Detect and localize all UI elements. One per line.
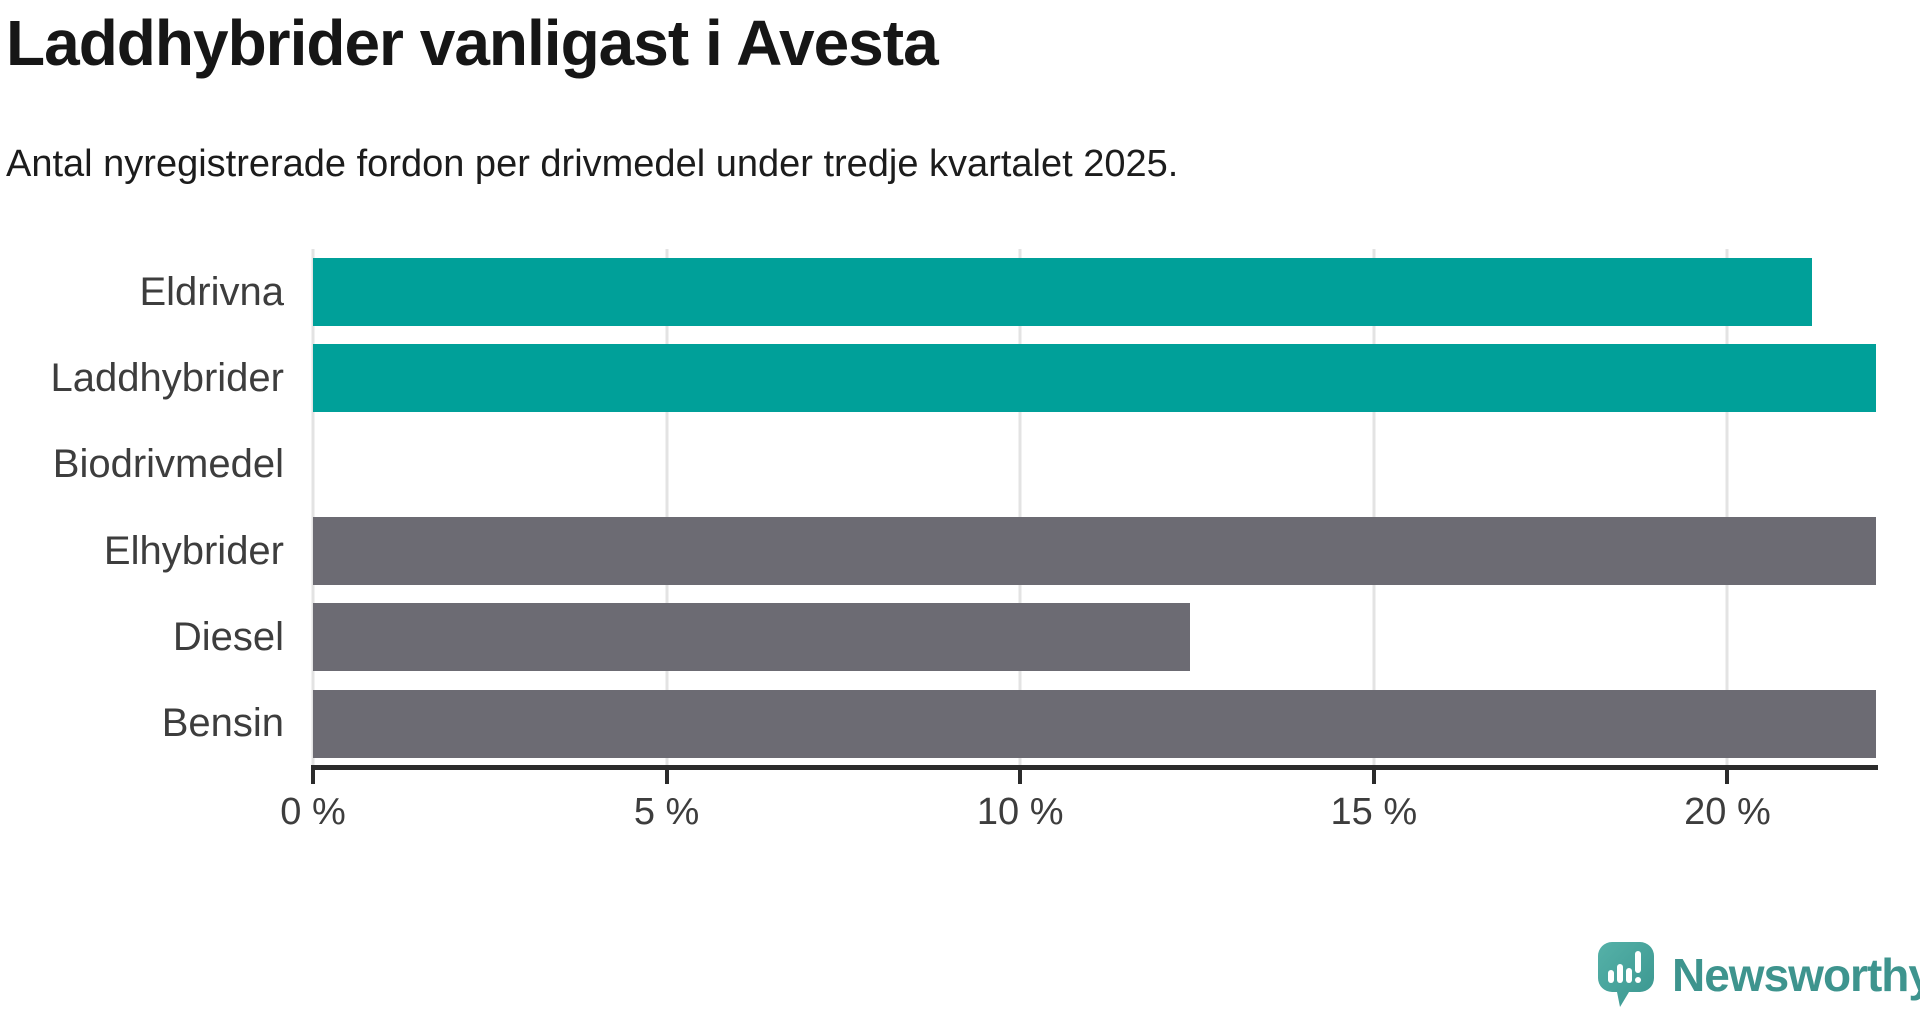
- bar-row: [313, 594, 1876, 680]
- plot-area: [311, 249, 1876, 767]
- x-axis-tick-label: 15 %: [1330, 791, 1418, 833]
- bar-row: [313, 335, 1876, 421]
- x-axis-tick-label: 5 %: [633, 791, 700, 833]
- x-axis-tick: [1018, 770, 1023, 784]
- bar-row: [313, 508, 1876, 594]
- bar-laddhybrider: [313, 344, 1876, 413]
- x-axis-tick-label: 0 %: [280, 791, 346, 833]
- x-axis-tick: [1371, 770, 1376, 784]
- gridline: [1018, 249, 1022, 767]
- x-axis-tick: [664, 770, 669, 784]
- bar-elhybrider: [313, 517, 1876, 586]
- bars-layer: [313, 249, 1876, 767]
- x-axis-line: [311, 765, 1878, 770]
- y-axis-labels: Eldrivna Laddhybrider Biodrivmedel Elhybrid…: [0, 249, 285, 767]
- chart-title: Laddhybrider vanligast i Avesta: [6, 7, 939, 79]
- y-axis-label: Laddhybrider: [50, 355, 285, 400]
- y-axis-label: Eldrivna: [139, 269, 284, 314]
- newsworthy-logo-icon: [1598, 942, 1654, 1007]
- bar-row: [313, 422, 1876, 508]
- newsworthy-logo: Newsworthy: [1598, 942, 1920, 1008]
- gridline: [311, 249, 315, 767]
- y-axis-label: Bensin: [161, 701, 284, 746]
- y-axis-label: Diesel: [172, 614, 284, 659]
- gridline: [1725, 249, 1729, 767]
- x-axis-tick-label: 20 %: [1684, 791, 1771, 833]
- bar-bensin: [313, 689, 1876, 758]
- x-axis-tick: [1725, 770, 1730, 784]
- gridline: [665, 249, 669, 767]
- bar-diesel: [313, 603, 1190, 672]
- bar-row: [313, 681, 1876, 767]
- chart-subtitle: Antal nyregistrerade fordon per drivmede…: [6, 143, 1179, 185]
- x-axis-tick-label: 10 %: [976, 791, 1064, 833]
- x-axis-tick: [311, 770, 315, 784]
- x-axis: 0 % 5 % 10 % 15 % 20 %: [280, 765, 1876, 845]
- y-axis-label: Elhybrider: [103, 528, 284, 573]
- gridline: [1372, 249, 1376, 767]
- bar-eldrivna: [313, 258, 1813, 327]
- bar-row: [313, 249, 1876, 335]
- y-axis-label: Biodrivmedel: [52, 442, 284, 487]
- newsworthy-logo-text: Newsworthy: [1672, 949, 1920, 1001]
